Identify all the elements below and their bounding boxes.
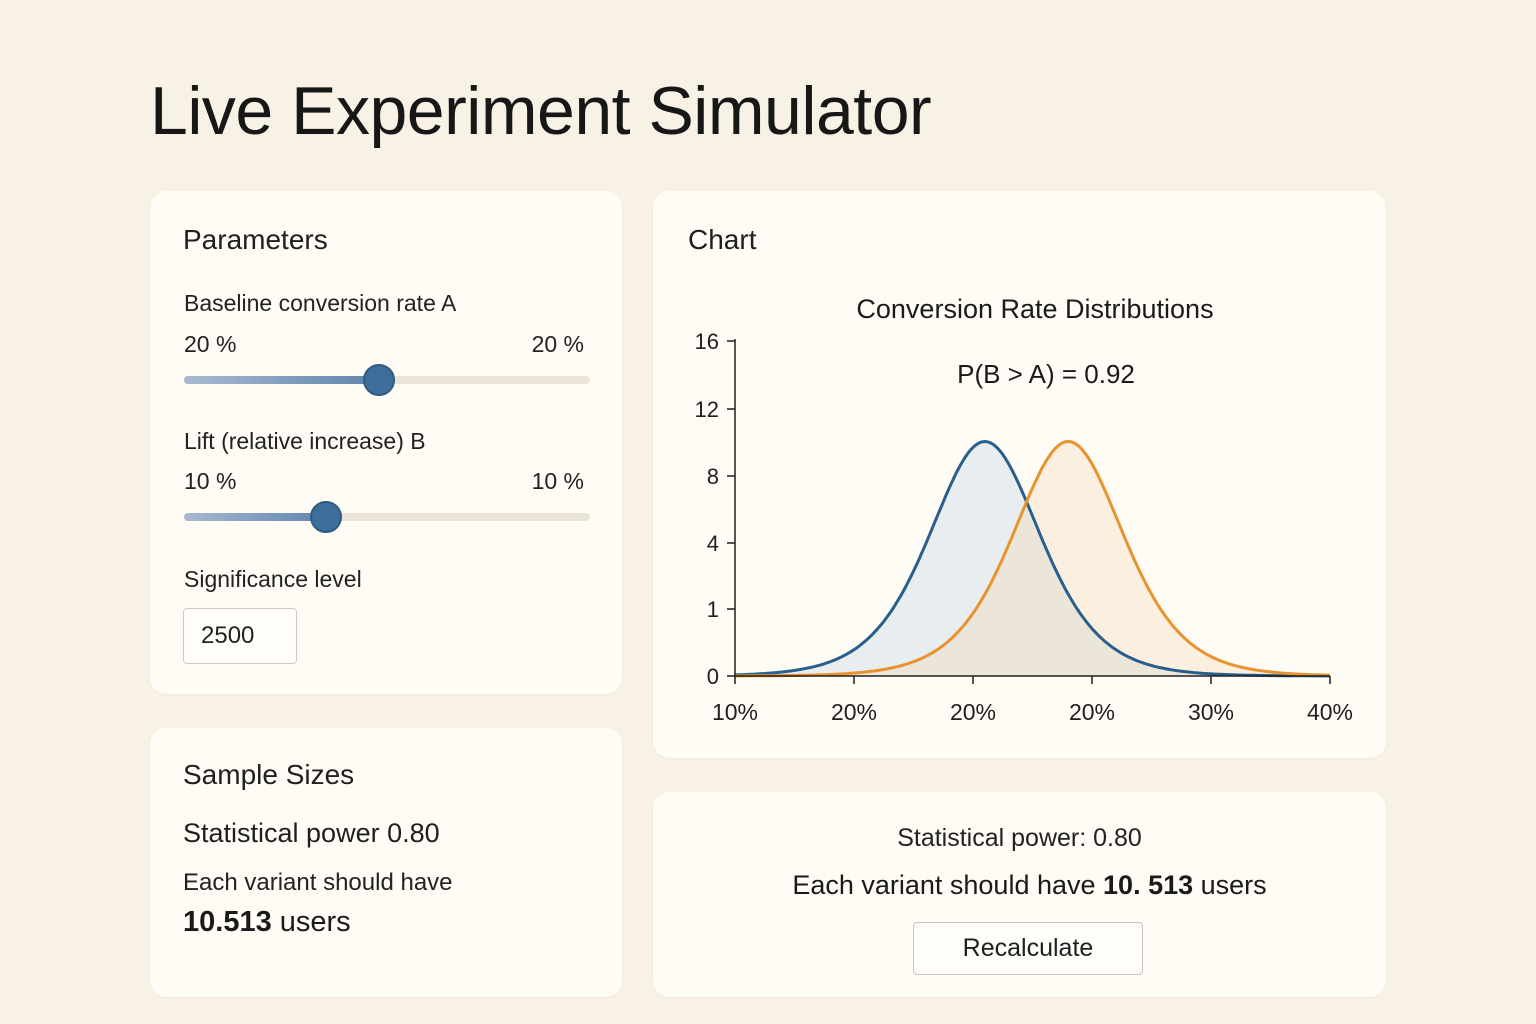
chart-title: Conversion Rate Distributions <box>856 294 1213 324</box>
result-users-text: Each variant should have 10. 513 users <box>653 870 1406 901</box>
x-tick-label: 20% <box>831 699 877 725</box>
baseline-slider[interactable] <box>184 364 590 396</box>
series-line-b <box>735 439 1331 678</box>
baseline-min-value: 20 % <box>184 331 237 357</box>
sample-sizes-title: Sample Sizes <box>183 759 355 790</box>
x-tick-label: 20% <box>1069 699 1115 725</box>
parameters-card: Parameters Baseline conversion rate A 20… <box>150 191 622 694</box>
y-tick-label: 1 <box>707 597 719 622</box>
x-tick-label: 30% <box>1188 699 1234 725</box>
each-variant-text: Each variant should have <box>183 869 453 896</box>
lift-slider[interactable] <box>184 501 590 533</box>
chart-card-title: Chart <box>688 224 757 255</box>
chart-card: Chart Conversion Rate Distributions P(B … <box>653 191 1386 758</box>
lift-min-value: 10 % <box>184 468 237 494</box>
x-tick-label: 40% <box>1307 699 1353 725</box>
y-tick-label: 4 <box>707 531 719 556</box>
significance-input[interactable] <box>183 608 297 664</box>
recalculate-button[interactable]: Recalculate <box>913 922 1143 975</box>
significance-label: Significance level <box>184 566 362 592</box>
page-title: Live Experiment Simulator <box>150 73 932 149</box>
distribution-chart: Conversion Rate Distributions P(B > A) =… <box>695 294 1354 725</box>
y-tick-label: 12 <box>695 397 719 422</box>
baseline-slider-fill <box>184 376 379 384</box>
statistical-power-text: Statistical power 0.80 <box>183 818 440 848</box>
result-users-number: 10. 513 <box>1103 870 1194 900</box>
baseline-label: Baseline conversion rate A <box>184 290 457 316</box>
users-count: 10.513 users <box>183 906 351 939</box>
baseline-current-value: 20 % <box>531 331 584 357</box>
users-count-number: 10.513 <box>183 906 272 938</box>
y-tick-label: 8 <box>707 464 719 489</box>
overlap-area <box>735 504 1330 676</box>
y-tick-label: 0 <box>707 664 719 689</box>
lift-label: Lift (relative increase) B <box>184 428 426 454</box>
y-tick-label: 16 <box>695 329 719 354</box>
x-tick-label: 20% <box>950 699 996 725</box>
lift-slider-fill <box>184 513 327 521</box>
result-each-prefix: Each variant should have <box>792 870 1096 900</box>
result-card: Statistical power: 0.80 Each variant sho… <box>653 792 1386 997</box>
probability-annotation: P(B > A) = 0.92 <box>957 359 1135 389</box>
sample-sizes-card: Sample Sizes Statistical power 0.80 Each… <box>150 728 622 997</box>
result-users-suffix: users <box>1200 870 1267 900</box>
parameters-title: Parameters <box>183 224 328 255</box>
lift-current-value: 10 % <box>531 468 584 494</box>
lift-slider-thumb[interactable] <box>310 501 343 533</box>
x-tick-label: 10% <box>712 699 758 725</box>
result-power-text: Statistical power: 0.80 <box>897 824 1142 852</box>
users-count-suffix: users <box>279 906 351 938</box>
series-line-a <box>734 439 1330 678</box>
baseline-slider-thumb[interactable] <box>362 364 395 396</box>
